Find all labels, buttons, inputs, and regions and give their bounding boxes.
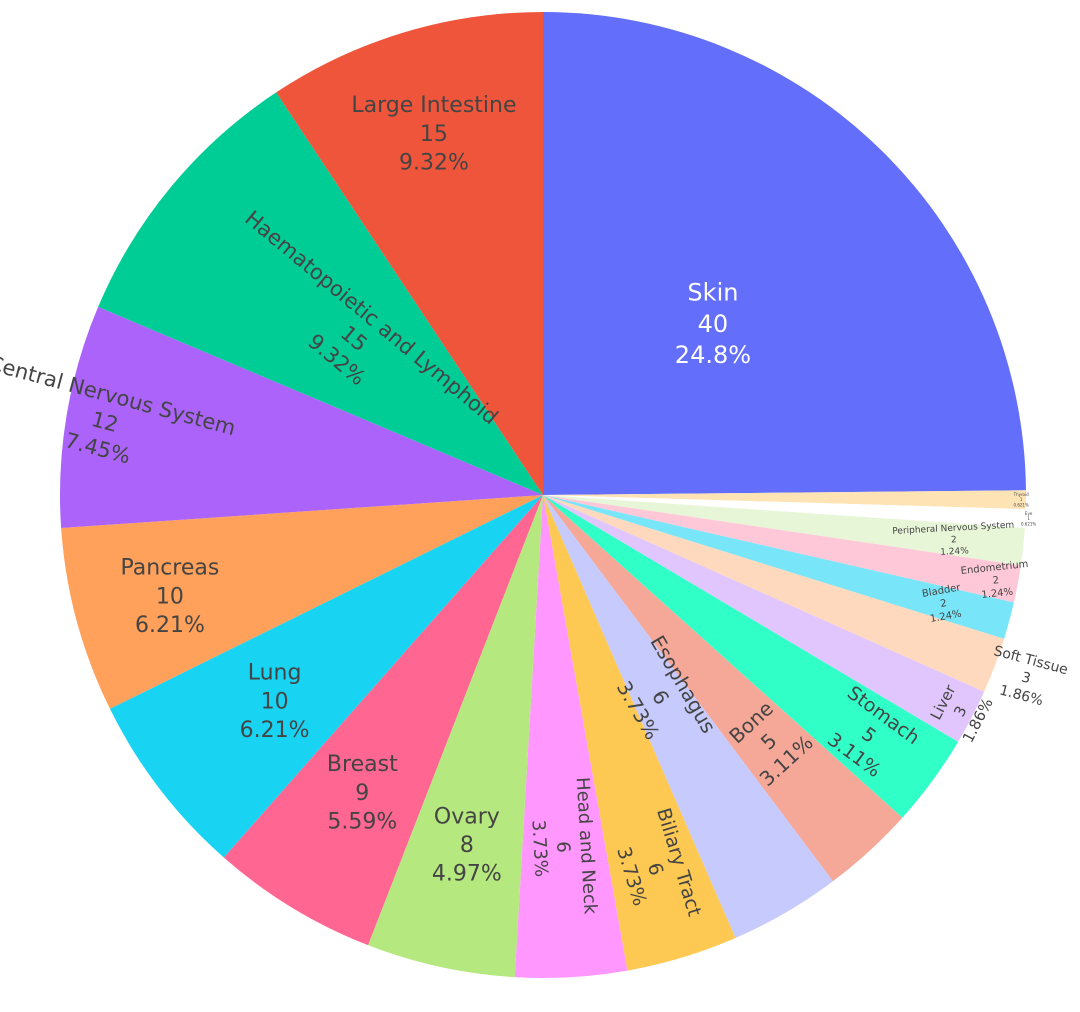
slice-value: 10 [261,689,289,714]
pie-slice-endometrium[interactable] [543,495,1021,603]
slice-label-group: Ovary 8 4.97% [432,804,502,886]
pie-slice-haematopoietic-and-lymphoid[interactable] [98,92,543,496]
slice-value: 6 [552,841,574,854]
pie-slice-ovary[interactable] [368,495,543,978]
slice-percent: 6.21% [240,718,310,743]
slice-label: Pancreas [121,556,220,581]
slice-label-group: Breast 9 5.59% [327,752,398,834]
pie-slice-eye[interactable] [543,495,1026,528]
slice-percent: 4.97% [432,862,502,887]
slice-label-group: Large Intestine 15 9.32% [351,93,516,175]
slice-value: 15 [420,122,448,147]
pie-slice-peripheral-nervous-system[interactable] [543,495,1025,566]
slice-label-group: Pancreas 10 6.21% [121,556,220,638]
slice-value: 3 [1020,669,1033,687]
slice-label-group: Skin 40 24.8% [675,279,751,369]
slice-percent: 1.86% [998,682,1045,709]
slice-value: 40 [698,310,729,338]
pie-slice-skin[interactable] [543,12,1026,495]
slice-percent: 9.32% [399,150,469,175]
slice-label: Breast [327,752,398,777]
pie-slice-bone[interactable] [543,495,903,882]
slice-percent: 5.59% [327,809,397,834]
slice-percent: 3.73% [527,819,551,877]
pie-slice-central-nervous-system[interactable] [60,306,544,528]
slice-value: 8 [460,833,474,858]
pie-slice-lung[interactable] [109,495,544,858]
slice-percent: 24.8% [675,341,751,369]
slice-percent: 1.24% [940,546,970,558]
pie-slice-liver[interactable] [543,495,985,742]
slice-percent: 0.621% [1014,502,1029,507]
slice-percent: 1.24% [929,609,962,625]
slice-value: 2 [992,575,999,587]
pie-slice-biliary-tract[interactable] [543,495,736,971]
pie-slice-esophagus[interactable] [543,495,833,939]
slice-value: 1 [1027,516,1030,521]
pie-slice-large-intestine[interactable] [276,12,543,495]
pie-slice-thyroid[interactable] [543,490,1026,510]
slice-label: Skin [687,279,738,307]
slice-label: Eye [1025,511,1033,516]
slice-percent: 0.621% [1021,521,1036,526]
slice-value: 2 [939,598,947,610]
pie-slice-pancreas[interactable] [61,495,544,709]
slice-label: Thyroid [1013,492,1029,497]
slice-value: 2 [951,535,957,545]
slice-label: Ovary [434,804,500,829]
slice-percent: 1.24% [981,587,1014,601]
slice-value: 10 [156,584,184,609]
slice-value: 1 [1020,497,1023,502]
slice-label: Lung [248,661,302,686]
pie-slice-soft-tissue[interactable] [543,495,1005,692]
slice-percent: 6.21% [135,613,205,638]
slice-value: 9 [355,781,369,806]
pie-slice-bladder[interactable] [543,495,1014,639]
pie-slice-breast[interactable] [223,495,543,946]
slice-label-group: Lung 10 6.21% [240,661,310,743]
slice-label: Large Intestine [351,93,516,118]
pie-slice-stomach[interactable] [543,495,959,818]
pie-slice-head-and-neck[interactable] [514,495,628,979]
